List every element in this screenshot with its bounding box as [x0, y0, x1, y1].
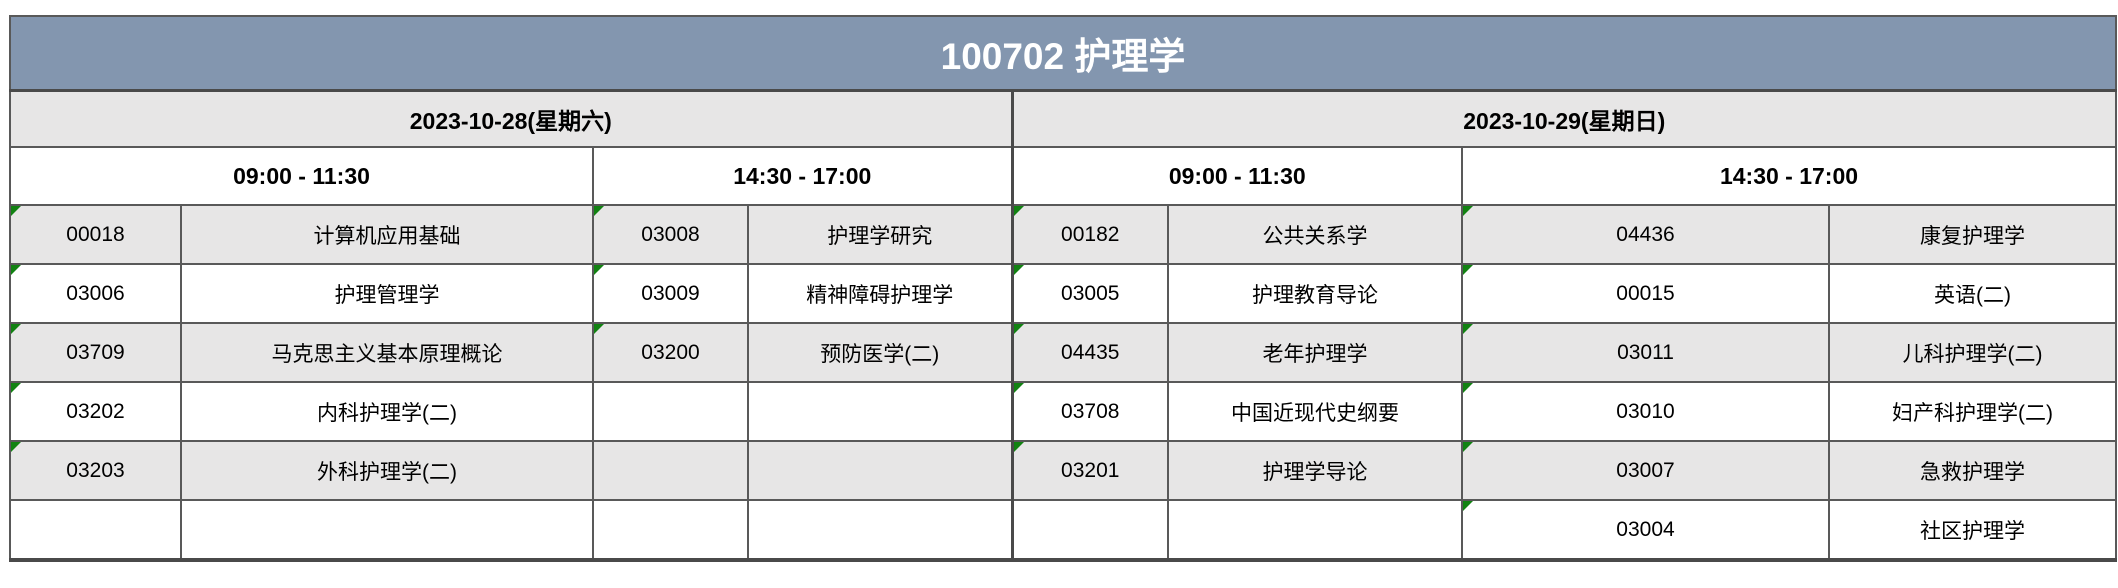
- schedule-title: 100702 护理学: [9, 15, 2117, 92]
- course-code-cell[interactable]: [9, 499, 182, 561]
- course-code-cell[interactable]: 00015: [1461, 263, 1830, 324]
- course-name-cell[interactable]: 急救护理学: [1828, 440, 2117, 501]
- course-name-cell[interactable]: 护理教育导论: [1167, 263, 1463, 324]
- exam-schedule-table: 100702 护理学 2023-10-28(星期六) 2023-10-29(星期…: [9, 15, 2117, 562]
- course-code-cell[interactable]: 03005: [1011, 263, 1169, 324]
- course-name-cell[interactable]: 预防医学(二): [747, 322, 1014, 383]
- course-code-cell[interactable]: 03201: [1011, 440, 1169, 501]
- course-code-cell[interactable]: 04435: [1011, 322, 1169, 383]
- course-name-cell[interactable]: [747, 381, 1014, 442]
- course-name-cell[interactable]: 内科护理学(二): [180, 381, 594, 442]
- course-code-cell[interactable]: 00018: [9, 204, 182, 265]
- course-name-cell[interactable]: 护理管理学: [180, 263, 594, 324]
- course-code-cell[interactable]: 03009: [592, 263, 749, 324]
- course-name-cell[interactable]: 护理学研究: [747, 204, 1014, 265]
- course-code-cell[interactable]: [1011, 499, 1169, 561]
- course-name-cell[interactable]: 妇产科护理学(二): [1828, 381, 2117, 442]
- course-code-cell[interactable]: 03203: [9, 440, 182, 501]
- course-code-cell[interactable]: 03006: [9, 263, 182, 324]
- course-code-cell[interactable]: 03004: [1461, 499, 1830, 561]
- course-code-cell[interactable]: 03011: [1461, 322, 1830, 383]
- course-code-cell[interactable]: 04436: [1461, 204, 1830, 265]
- course-code-cell[interactable]: [592, 499, 749, 561]
- date-header-day1[interactable]: 2023-10-28(星期六): [9, 89, 1014, 148]
- course-code-cell[interactable]: 03709: [9, 322, 182, 383]
- session-header-day1-am[interactable]: 09:00 - 11:30: [9, 146, 594, 206]
- course-name-cell[interactable]: 公共关系学: [1167, 204, 1463, 265]
- course-name-cell[interactable]: 外科护理学(二): [180, 440, 594, 501]
- course-name-cell[interactable]: [180, 499, 594, 561]
- course-name-cell[interactable]: [1167, 499, 1463, 561]
- course-code-cell[interactable]: [592, 381, 749, 442]
- course-code-cell[interactable]: 03708: [1011, 381, 1169, 442]
- course-code-cell[interactable]: 03202: [9, 381, 182, 442]
- course-code-cell[interactable]: 00182: [1011, 204, 1169, 265]
- course-name-cell[interactable]: 计算机应用基础: [180, 204, 594, 265]
- course-name-cell[interactable]: 康复护理学: [1828, 204, 2117, 265]
- course-name-cell[interactable]: 中国近现代史纲要: [1167, 381, 1463, 442]
- course-code-cell[interactable]: 03010: [1461, 381, 1830, 442]
- session-header-day2-pm[interactable]: 14:30 - 17:00: [1461, 146, 2117, 206]
- course-name-cell[interactable]: [747, 499, 1014, 561]
- course-name-cell[interactable]: 马克思主义基本原理概论: [180, 322, 594, 383]
- course-name-cell[interactable]: 老年护理学: [1167, 322, 1463, 383]
- course-code-cell[interactable]: 03200: [592, 322, 749, 383]
- course-code-cell[interactable]: 03008: [592, 204, 749, 265]
- course-name-cell[interactable]: [747, 440, 1014, 501]
- session-header-day1-pm[interactable]: 14:30 - 17:00: [592, 146, 1014, 206]
- course-name-cell[interactable]: 社区护理学: [1828, 499, 2117, 561]
- date-header-day2[interactable]: 2023-10-29(星期日): [1011, 89, 2117, 148]
- course-name-cell[interactable]: 儿科护理学(二): [1828, 322, 2117, 383]
- session-header-day2-am[interactable]: 09:00 - 11:30: [1011, 146, 1463, 206]
- course-code-cell[interactable]: [592, 440, 749, 501]
- course-name-cell[interactable]: 精神障碍护理学: [747, 263, 1014, 324]
- course-code-cell[interactable]: 03007: [1461, 440, 1830, 501]
- course-name-cell[interactable]: 英语(二): [1828, 263, 2117, 324]
- course-name-cell[interactable]: 护理学导论: [1167, 440, 1463, 501]
